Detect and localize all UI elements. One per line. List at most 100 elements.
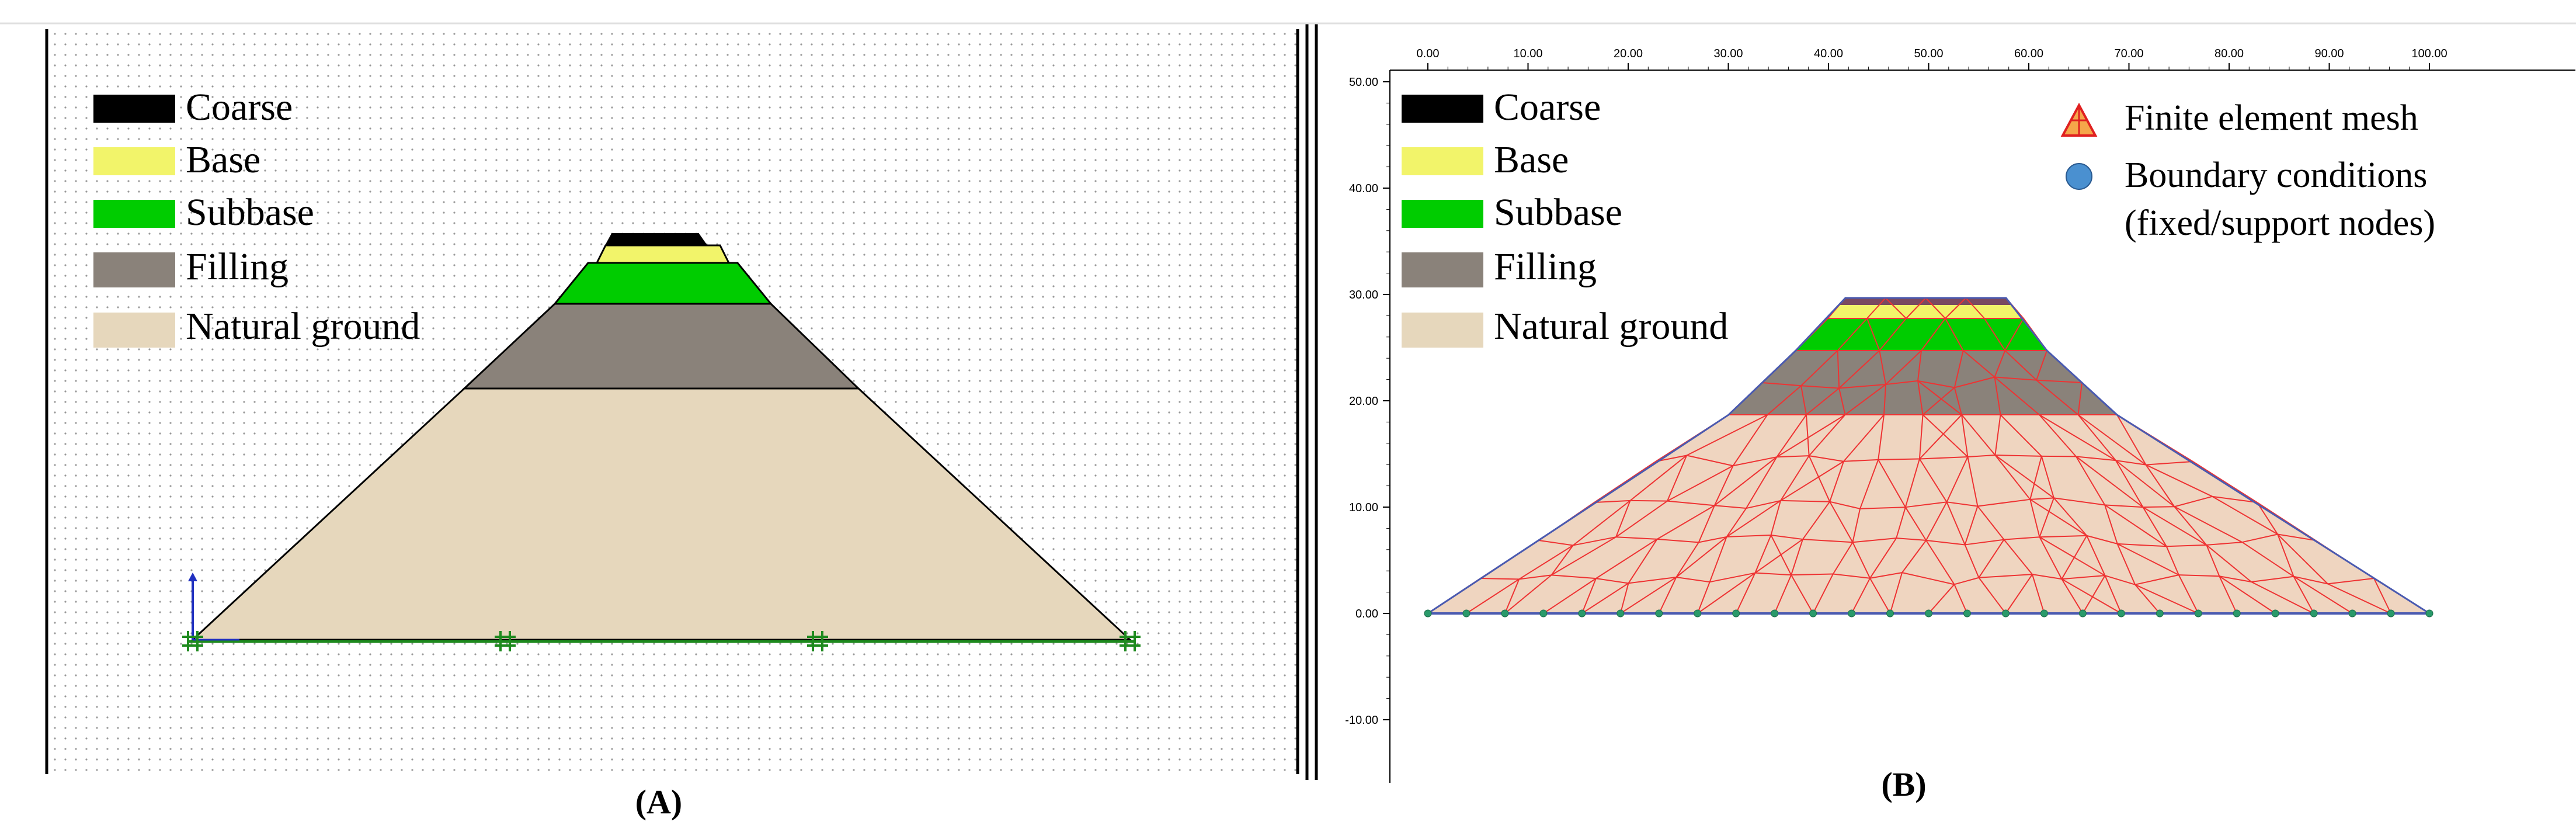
mesh-edge bbox=[1802, 501, 1830, 540]
mesh-edge bbox=[2087, 535, 2118, 544]
mesh-edge bbox=[2115, 460, 2144, 508]
bc-node bbox=[2117, 609, 2125, 618]
mesh-edge bbox=[1519, 574, 1552, 580]
support-symbol-2 bbox=[495, 631, 516, 651]
mesh-edge bbox=[2219, 575, 2252, 582]
legend-label-base: Base bbox=[186, 138, 260, 181]
mesh-edge bbox=[1802, 539, 1853, 543]
mesh-edge bbox=[2327, 578, 2375, 585]
mesh-edge bbox=[1732, 414, 1768, 466]
bc-legend-label-line1: Boundary conditions bbox=[2125, 155, 2427, 195]
mesh-edge bbox=[1978, 539, 2005, 578]
mesh-edge bbox=[2293, 575, 2353, 614]
mesh-edge bbox=[1675, 536, 1727, 578]
mesh-edge bbox=[1928, 584, 1955, 614]
bc-legend-label-line2: (fixed/support nodes) bbox=[2125, 203, 2435, 243]
support-symbol-3 bbox=[807, 631, 828, 651]
mesh-edge bbox=[2166, 544, 2207, 547]
mesh-edge bbox=[1800, 385, 1840, 389]
mesh-edge bbox=[2004, 350, 2037, 381]
top-tick-label: 70.00 bbox=[2114, 47, 2143, 60]
mesh-edge bbox=[2036, 350, 2047, 381]
mesh-edge bbox=[2032, 574, 2062, 580]
mesh-edge bbox=[2104, 505, 2118, 544]
mesh-edge bbox=[1921, 318, 1946, 351]
mesh-edge bbox=[1885, 297, 1907, 319]
mesh-edge bbox=[1698, 536, 1727, 543]
mesh-edge bbox=[1852, 542, 1871, 579]
mesh-edge bbox=[1843, 414, 1885, 462]
mesh-edge bbox=[2076, 456, 2116, 462]
mesh-edge bbox=[1901, 540, 1927, 573]
mesh-edge bbox=[1709, 536, 1727, 582]
mesh-legend-icon bbox=[2060, 102, 2098, 137]
mesh-edge bbox=[1838, 350, 1880, 389]
mesh-edge bbox=[1697, 581, 1711, 614]
mesh-edge bbox=[1953, 387, 1962, 415]
mesh-edge bbox=[1573, 500, 1631, 546]
mesh-edge bbox=[1994, 455, 2031, 500]
mesh-edge bbox=[1776, 414, 1807, 457]
mesh-edge bbox=[2029, 456, 2042, 500]
mesh-edge bbox=[1829, 461, 1844, 502]
mesh-edge bbox=[1709, 572, 1755, 583]
coarse-layer bbox=[604, 233, 708, 246]
mesh-edge bbox=[2277, 533, 2328, 585]
mesh-edge bbox=[1961, 414, 1996, 456]
mesh-edge bbox=[2029, 498, 2087, 536]
bc-node bbox=[2310, 609, 2318, 618]
mesh-legend-label: Finite element mesh bbox=[2125, 98, 2418, 138]
legend-b-label-coarse: Coarse bbox=[1494, 86, 1601, 129]
top-tick-label: 40.00 bbox=[1814, 47, 1843, 60]
bc-node bbox=[1462, 609, 1470, 618]
mesh-edge bbox=[2135, 584, 2199, 614]
mesh-edge bbox=[2039, 536, 2106, 577]
legend-b-label-natural-ground: Natural ground bbox=[1494, 305, 1728, 348]
top-tick-label: 20.00 bbox=[1614, 47, 1643, 60]
mesh-edge bbox=[1869, 537, 1897, 579]
mesh-edge bbox=[1667, 465, 1734, 502]
mesh-edge bbox=[1754, 539, 1803, 574]
bc-node bbox=[1771, 609, 1779, 618]
mesh-edge bbox=[1781, 500, 1830, 502]
legend-label-filling: Filling bbox=[186, 245, 288, 288]
bc-node bbox=[1809, 609, 1817, 618]
mesh-edge bbox=[2241, 542, 2295, 577]
legend-b-swatch-filling bbox=[1402, 252, 1483, 287]
mesh-edge bbox=[1726, 534, 1771, 537]
mesh-edge bbox=[1883, 384, 1887, 415]
bc-node bbox=[2387, 609, 2395, 618]
mesh-edge bbox=[1994, 376, 2037, 381]
mesh-edge bbox=[2174, 506, 2243, 543]
mesh-edge bbox=[2076, 456, 2106, 505]
mesh-edge bbox=[1538, 540, 1573, 546]
mesh-edge bbox=[1628, 539, 1658, 584]
mesh-edge bbox=[2032, 574, 2045, 614]
mesh-edge bbox=[2142, 507, 2167, 547]
mesh-edge bbox=[1866, 297, 1886, 319]
mesh-edge bbox=[1615, 500, 1668, 538]
mesh-edge bbox=[2039, 414, 2077, 457]
mesh-edge bbox=[1852, 508, 1861, 543]
mesh-edge bbox=[1954, 577, 1979, 585]
mesh-edge bbox=[1619, 583, 1629, 614]
mesh-coarse bbox=[1840, 298, 2012, 305]
mesh-edge bbox=[1904, 459, 1920, 508]
mesh-edge bbox=[1926, 539, 1965, 546]
mesh-edge bbox=[1922, 387, 1955, 415]
legend-b-swatch-subbase bbox=[1402, 200, 1483, 228]
legend-swatch-filling bbox=[93, 252, 175, 287]
mesh-edge bbox=[1844, 384, 1886, 415]
bc-legend-icon bbox=[2066, 163, 2092, 190]
mesh-edge bbox=[1616, 536, 1657, 540]
mesh-edge bbox=[1869, 578, 1891, 614]
left-tick-label: -10.00 bbox=[1345, 714, 1378, 727]
mesh-edge bbox=[1595, 578, 1629, 584]
mesh-edge bbox=[1905, 501, 1947, 508]
mesh-edge bbox=[1994, 376, 2040, 415]
bc-node bbox=[2233, 609, 2241, 618]
mesh-edge bbox=[1780, 460, 1844, 501]
mesh-edge bbox=[2143, 507, 2207, 546]
mesh-edge bbox=[2039, 535, 2087, 538]
bc-node bbox=[2271, 609, 2279, 618]
